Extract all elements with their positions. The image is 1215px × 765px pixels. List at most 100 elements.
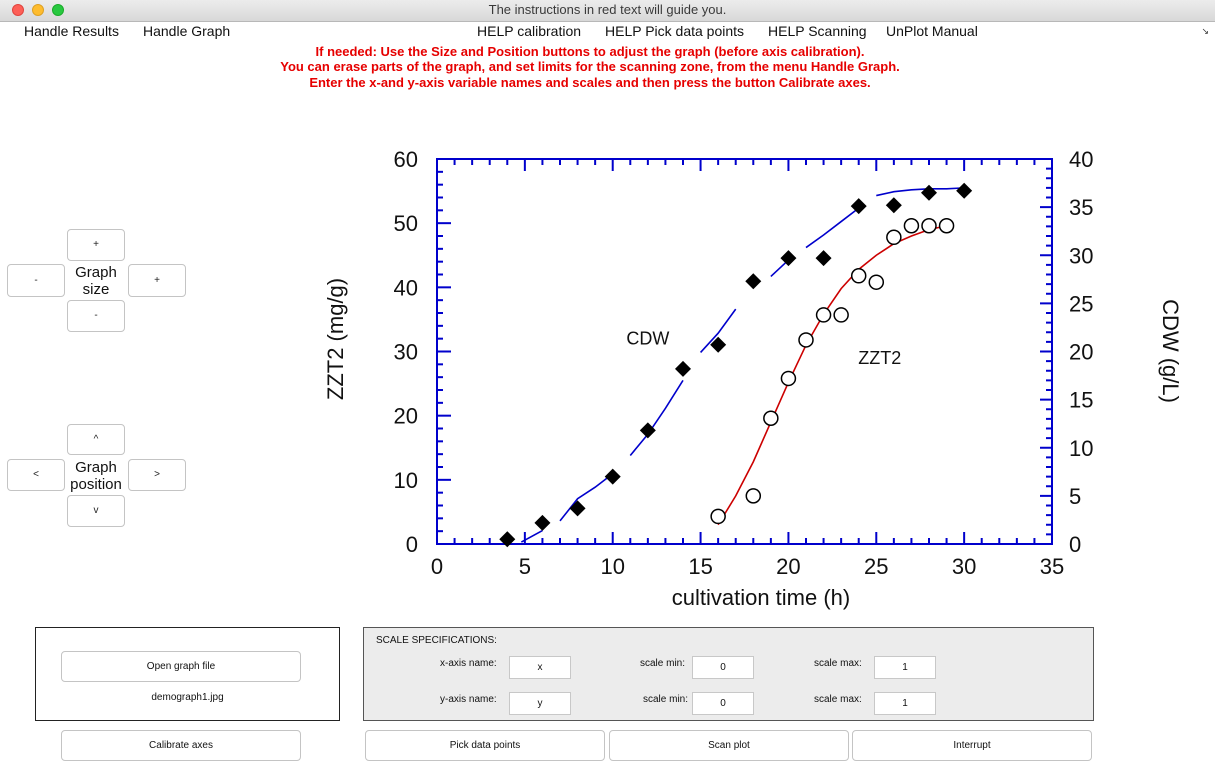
cdw-fit-segment <box>520 529 543 543</box>
zzt2-data-point <box>850 268 867 284</box>
zzt2-data-point <box>886 229 902 246</box>
y-scale-max-label: scale max: <box>814 694 862 705</box>
scale-panel-title: SCALE SPECIFICATIONS: <box>376 635 497 646</box>
y-tick-label: 20 <box>394 404 418 429</box>
graph-position-down-button[interactable]: v <box>67 495 125 527</box>
zzt2-data-point <box>921 217 937 234</box>
graph-filename: demograph1.jpg <box>151 692 224 703</box>
title-bar: The instructions in red text will guide … <box>0 0 1215 22</box>
cdw-data-point <box>885 197 902 214</box>
x-tick-label: 10 <box>600 554 624 579</box>
graph-size-shrink-button[interactable]: - <box>7 264 65 297</box>
y-scale-min-label: scale min: <box>643 694 689 705</box>
y2-tick-label: 25 <box>1069 291 1093 316</box>
graph-position-left-button[interactable]: < <box>7 459 65 491</box>
menu-bar: Handle Results Handle Graph HELP calibra… <box>0 22 1215 42</box>
x-axis-name-label: x-axis name: <box>440 658 497 669</box>
menu-overflow-icon[interactable]: ↘ <box>1201 26 1209 36</box>
graph-size-down-button[interactable]: - <box>67 300 125 332</box>
annotation-cdw: CDW <box>626 329 669 349</box>
y2-tick-label: 15 <box>1069 388 1093 413</box>
cdw-data-point <box>569 500 586 517</box>
instruction-line-1: If needed: Use the Size and Position but… <box>315 44 865 59</box>
graph-image[interactable]: 0 5 10 15 20 25 30 3501020304050600510152025303… <box>0 0 1215 620</box>
scale-specifications-panel: SCALE SPECIFICATIONS: x-axis name: x sca… <box>363 627 1094 721</box>
y2-tick-label: 40 <box>1069 147 1093 172</box>
menu-handle-graph[interactable]: Handle Graph <box>143 23 231 39</box>
graph-size-grow-button[interactable]: + <box>128 264 186 297</box>
x-tick-label: 20 <box>776 554 800 579</box>
x-tick-label: 35 <box>1040 554 1064 579</box>
cdw-data-point <box>604 468 621 485</box>
calibrate-axes-button[interactable]: Calibrate axes <box>61 730 301 761</box>
y2-tick-label: 20 <box>1069 340 1093 365</box>
axis-tick-labels: 0 5 10 15 20 25 30 3501020304050600510152025303… <box>394 147 1094 579</box>
window-title: The instructions in red text will guide … <box>488 2 727 17</box>
cdw-data-point <box>850 198 867 215</box>
y2-tick-label: 30 <box>1069 243 1093 268</box>
graph-position-label-line2: position <box>70 476 122 493</box>
y-tick-label: 60 <box>394 147 418 172</box>
graph-position-label: Graph position <box>60 459 132 493</box>
x-scale-max-input[interactable]: 1 <box>874 656 936 679</box>
axis-ticks <box>436 158 1053 545</box>
y-axis-label: ZZT2 (mg/g) <box>323 278 348 400</box>
zoom-window-button[interactable] <box>52 4 64 16</box>
y-tick-label: 50 <box>394 211 418 236</box>
zzt2-data-point <box>938 217 955 234</box>
y2-tick-label: 0 <box>1069 532 1081 557</box>
file-panel: Open graph file demograph1.jpg <box>35 627 340 721</box>
y-axis-name-label: y-axis name: <box>440 694 497 705</box>
x-axis-name-input[interactable]: x <box>509 656 571 679</box>
graph-position-label-line1: Graph <box>75 459 117 476</box>
graph-size-up-button[interactable]: + <box>67 229 125 261</box>
x-scale-min-input[interactable]: 0 <box>692 656 754 679</box>
x-tick-label: 5 <box>519 554 531 579</box>
instruction-line-2: You can erase parts of the graph, and se… <box>280 59 900 74</box>
zzt2-data-point <box>833 307 849 323</box>
instruction-line-3: Enter the x-and y-axis variable names an… <box>309 75 871 90</box>
cdw-fit-segment <box>629 379 684 456</box>
cdw-data-point <box>675 360 691 377</box>
data-markers <box>499 182 973 548</box>
cdw-data-point <box>921 184 937 201</box>
graph-position-up-button[interactable]: ^ <box>67 424 125 455</box>
y-tick-label: 0 <box>406 532 418 557</box>
interrupt-button[interactable]: Interrupt <box>852 730 1092 761</box>
graph-size-label: Graph size <box>64 264 128 298</box>
cdw-data-point <box>780 250 797 267</box>
y-axis-name-input[interactable]: y <box>509 692 571 715</box>
scan-plot-button[interactable]: Scan plot <box>609 730 849 761</box>
zzt2-data-point <box>710 508 726 525</box>
zzt2-data-point <box>815 307 832 323</box>
y-scale-max-input[interactable]: 1 <box>874 692 936 715</box>
graph-size-label-line1: Graph <box>75 264 117 281</box>
cdw-data-point <box>534 514 551 531</box>
x-scale-max-label: scale max: <box>814 658 862 669</box>
menu-help-scanning[interactable]: HELP Scanning <box>768 23 867 39</box>
x-tick-label: 30 <box>952 554 976 579</box>
close-window-button[interactable] <box>12 4 24 16</box>
cdw-data-point <box>956 182 973 199</box>
menu-handle-results[interactable]: Handle Results <box>24 23 119 39</box>
cdw-data-point <box>815 250 832 267</box>
fit-lines <box>520 187 965 543</box>
y2-tick-label: 5 <box>1069 484 1081 509</box>
y2-tick-label: 10 <box>1069 436 1093 461</box>
pick-data-points-button[interactable]: Pick data points <box>365 730 605 761</box>
menu-help-pick-data-points[interactable]: HELP Pick data points <box>605 23 745 39</box>
annotation-zzt2: ZZT2 <box>858 348 901 368</box>
cdw-data-point <box>710 336 727 353</box>
cdw-fit-segment <box>559 473 614 522</box>
menu-unplot-manual[interactable]: UnPlot Manual <box>886 23 978 39</box>
menu-help-calibration[interactable]: HELP calibration <box>477 23 582 39</box>
graph-position-right-button[interactable]: > <box>128 459 186 491</box>
open-graph-file-button[interactable]: Open graph file <box>61 651 301 682</box>
y-scale-min-input[interactable]: 0 <box>692 692 754 715</box>
y2-axis-label: CDW (g/L) <box>1158 299 1183 403</box>
minimize-window-button[interactable] <box>32 4 44 16</box>
cdw-fit-segment <box>805 207 860 249</box>
y-tick-label: 30 <box>394 340 418 365</box>
x-axis-label: cultivation time (h) <box>672 585 851 610</box>
x-scale-min-label: scale min: <box>640 658 686 669</box>
